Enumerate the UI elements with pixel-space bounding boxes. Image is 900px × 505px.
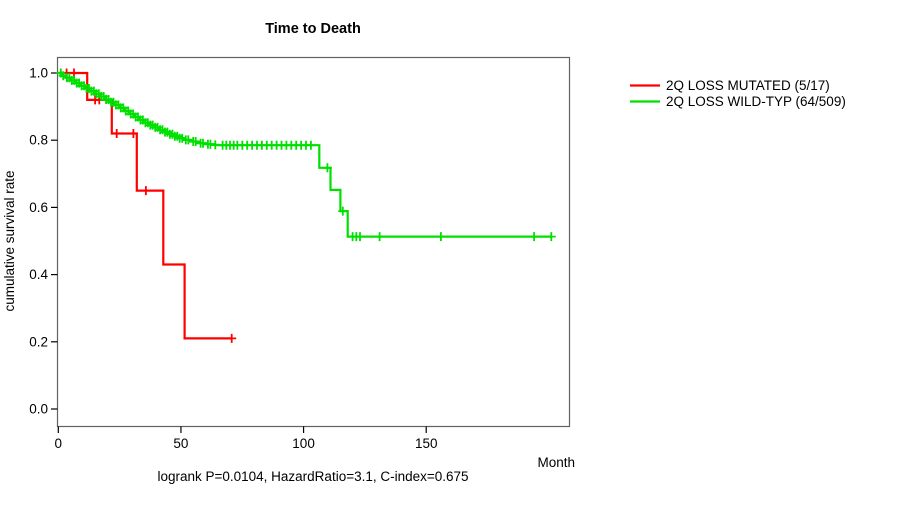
y-tick-label: 0.8 <box>29 133 48 148</box>
x-tick-label: 0 <box>55 436 63 451</box>
x-tick-label: 100 <box>292 436 315 451</box>
legend-label-mutated: 2Q LOSS MUTATED (5/17) <box>666 78 830 93</box>
survival-curve-1 <box>58 71 552 238</box>
censor-marks-1 <box>56 68 556 242</box>
survival-curve-0 <box>58 71 232 340</box>
y-axis-title: cumulative survival rate <box>2 170 17 311</box>
y-tick-label: 0.4 <box>29 267 48 282</box>
chart-title: Time to Death <box>265 21 361 37</box>
stats-annotation: logrank P=0.0104, HazardRatio=3.1, C-ind… <box>157 469 468 484</box>
legend-label-wildtype: 2Q LOSS WILD-TYP (64/509) <box>666 94 846 109</box>
plot-border <box>56 56 571 428</box>
x-axis-title: Month <box>537 455 575 470</box>
y-tick-label: 0.0 <box>29 402 48 417</box>
censor-marks-0 <box>62 68 237 343</box>
legend: 2Q LOSS MUTATED (5/17) 2Q LOSS WILD-TYP … <box>630 78 846 109</box>
y-tick-label: 1.0 <box>29 66 48 81</box>
y-tick-label: 0.2 <box>29 334 48 349</box>
y-tick-label: 0.6 <box>29 200 48 215</box>
x-tick-label: 50 <box>173 436 188 451</box>
x-tick-label: 150 <box>415 436 438 451</box>
